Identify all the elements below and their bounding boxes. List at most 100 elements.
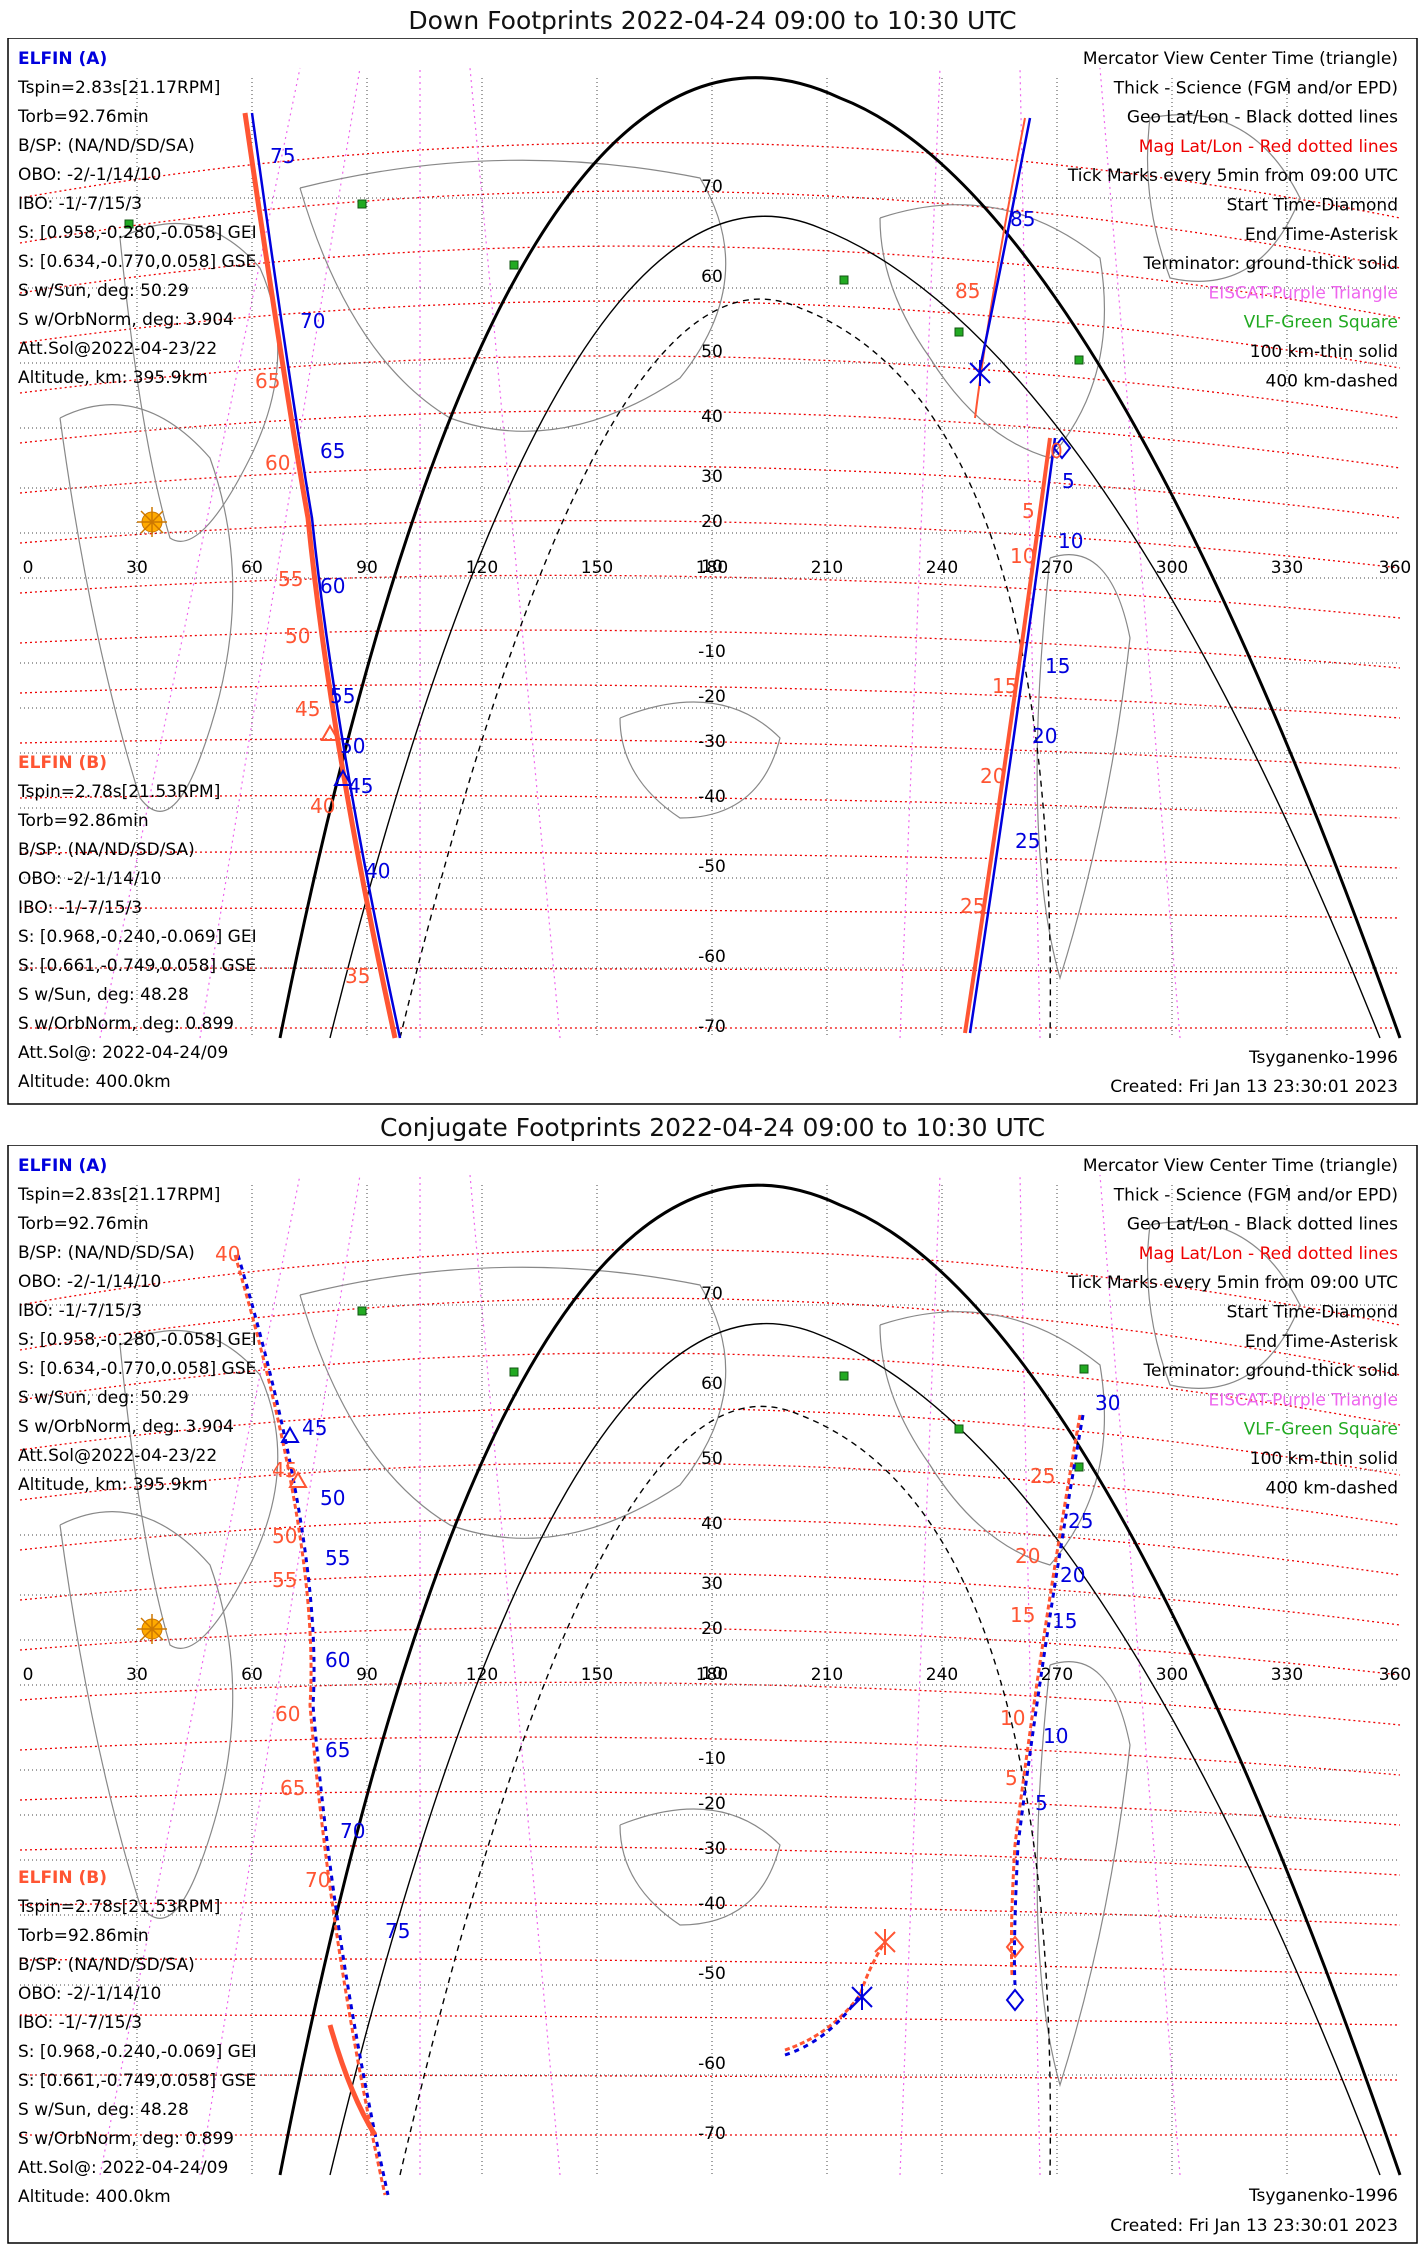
tick-label-a: 15 [1045, 654, 1070, 678]
lat-tick-label: 30 [701, 1574, 723, 1594]
tick-label-b: 20 [1015, 1544, 1040, 1568]
legend-entry: 400 km-dashed [1266, 1478, 1398, 1498]
elfin-a-info: Tspin=2.83s[21.17RPM] Torb=92.76min B/SP: … [17, 78, 257, 388]
info-line: Altitude: 400.0km [18, 1072, 171, 1092]
lat-tick-label: 70 [701, 177, 723, 197]
tick-label-b: 25 [960, 894, 985, 918]
legend-entry: VLF-Green Square [1244, 1420, 1398, 1440]
elfin-south-track [784, 1929, 896, 2057]
legend-entry: End Time-Asterisk [1245, 225, 1398, 245]
legend-entry: EISCAT-Purple Triangle [1208, 1390, 1398, 1410]
tick-label-a: 60 [320, 574, 345, 598]
info-line: Tspin=2.83s[21.17RPM] [17, 1185, 220, 1205]
tick-label-b: 70 [305, 1868, 330, 1892]
lon-tick-label: 90 [356, 558, 378, 578]
info-line: IBO: -1/-7/15/3 [18, 1301, 142, 1321]
tick-label-a: 60 [325, 1648, 350, 1672]
info-line: IBO: -1/-7/15/3 [18, 194, 142, 214]
tick-label-a: 45 [302, 1416, 327, 1440]
tick-label-a: 65 [325, 1738, 350, 1762]
info-line: Att.Sol@2022-04-23/22 [18, 339, 217, 359]
tick-label-a: 15 [1052, 1609, 1077, 1633]
tick-label-a: 20 [1032, 724, 1057, 748]
tick-label-b: 50 [285, 624, 310, 648]
eiscat-meridians [99, 67, 1181, 1039]
model-label: Tsyganenko-1996 [1248, 2186, 1398, 2206]
lon-tick-label: 360 [1379, 1665, 1411, 1685]
lat-tick-label: -30 [698, 732, 726, 752]
track-tick-labels: 7570656055504540656055504540358551015202… [255, 144, 1083, 988]
elfin-east-track [963, 117, 1072, 1034]
lat-tick-label: 10 [701, 1664, 723, 1684]
info-line: B/SP: (NA/ND/SD/SA) [18, 1955, 195, 1975]
info-line: S: [0.968,-0.240,-0.069] GEI [18, 2042, 257, 2062]
info-line: Tspin=2.78s[21.53RPM] [17, 782, 220, 802]
legend-entry: Mag Lat/Lon - Red dotted lines [1139, 1244, 1398, 1264]
tick-label-a: 70 [340, 1819, 365, 1843]
lat-labels: 70 60 50 40 30 20 10 -10 -20 -30 -40 -50 -60 -70 [698, 177, 726, 1037]
tick-label-a: 50 [340, 734, 365, 758]
info-line: Torb=92.86min [17, 811, 149, 831]
lon-tick-label: 150 [581, 1665, 613, 1685]
info-line: B/SP: (NA/ND/SD/SA) [18, 840, 195, 860]
info-line: S w/OrbNorm, deg: 3.904 [18, 310, 234, 330]
tick-label-a: 30 [1095, 1391, 1120, 1415]
lon-tick-label: 150 [581, 558, 613, 578]
tick-label-b: 85 [955, 279, 980, 303]
tick-label-b: 40 [310, 794, 335, 818]
legend-entry: Mercator View Center Time (triangle) [1083, 49, 1398, 69]
tick-label-a: 10 [1043, 1724, 1068, 1748]
lat-tick-label: -10 [698, 1749, 726, 1769]
lon-tick-label: 30 [126, 558, 148, 578]
legend-entry: 400 km-dashed [1266, 371, 1398, 391]
legend-entry: EISCAT-Purple Triangle [1208, 283, 1398, 303]
elfin-b-header: ELFIN (B) [18, 753, 107, 773]
footprint-map-conjugate: ELFIN (A) Tspin=2.83s[21.17RPM] Torb=92.7… [7, 1145, 1418, 2244]
tick-label-b: 15 [1010, 1603, 1035, 1627]
panel-title: Down Footprints 2022-04-24 09:00 to 10:3… [408, 6, 1017, 35]
legend-entry: 100 km-thin solid [1250, 1449, 1398, 1469]
tick-label-b: 5 [1022, 499, 1035, 523]
sun-icon [137, 1614, 167, 1644]
geo-grid [20, 78, 1400, 1038]
coastlines [59, 1221, 1301, 2088]
info-line: Torb=92.76min [17, 107, 149, 127]
tick-label-b: 60 [265, 451, 290, 475]
lon-tick-label: 240 [926, 1665, 958, 1685]
tick-label-b: 10 [1010, 544, 1035, 568]
panel-title: Conjugate Footprints 2022-04-24 09:00 to… [379, 1113, 1046, 1142]
lon-tick-label: 180 [696, 558, 728, 578]
legend: Mercator View Center Time (triangle) Thic… [1067, 1156, 1398, 1498]
info-line: Att.Sol@2022-04-23/22 [18, 1446, 217, 1466]
tick-label-a: 85 [1010, 207, 1035, 231]
terminator [278, 76, 1402, 1039]
tick-label-b: 5 [1005, 1766, 1018, 1790]
info-line: OBO: -2/-1/14/10 [18, 1272, 161, 1292]
legend-entry: Mag Lat/Lon - Red dotted lines [1139, 137, 1398, 157]
lat-tick-label: 40 [701, 1514, 723, 1534]
lon-labels: 0 30 60 90 120 150 180 210 240 270 300 330 360 [23, 558, 1412, 578]
lat-tick-label: -30 [698, 1839, 726, 1859]
lat-tick-label: 50 [701, 342, 723, 362]
info-line: S: [0.661,-0.749,0.058] GSE [18, 2071, 256, 2091]
lat-tick-label: 40 [701, 407, 723, 427]
elfin-a-info: Tspin=2.83s[21.17RPM] Torb=92.76min B/SP: … [17, 1185, 257, 1495]
info-line: IBO: -1/-7/15/3 [18, 2013, 142, 2033]
tick-label-a: 65 [320, 439, 345, 463]
lat-tick-label: -10 [698, 642, 726, 662]
elfin-a-header: ELFIN (A) [18, 1156, 107, 1176]
info-line: S w/OrbNorm, deg: 3.904 [18, 1417, 234, 1437]
lon-tick-label: 300 [1156, 1665, 1188, 1685]
geo-grid [20, 1185, 1400, 2175]
elfin-b-info: Tspin=2.78s[21.53RPM] Torb=92.86min B/SP: … [17, 782, 257, 1092]
tick-label-b: 60 [275, 1702, 300, 1726]
tick-label-a: 45 [348, 774, 373, 798]
tick-label-b: 55 [278, 567, 303, 591]
info-line: S: [0.661,-0.749,0.058] GSE [18, 956, 256, 976]
lon-tick-label: 300 [1156, 558, 1188, 578]
tick-label-b: 10 [1000, 1706, 1025, 1730]
tick-label-b: 20 [980, 764, 1005, 788]
tick-label-a: 50 [320, 1486, 345, 1510]
elfin-b-header: ELFIN (B) [18, 1868, 107, 1888]
info-line: S: [0.958,-0.280,-0.058] GEI [18, 223, 257, 243]
